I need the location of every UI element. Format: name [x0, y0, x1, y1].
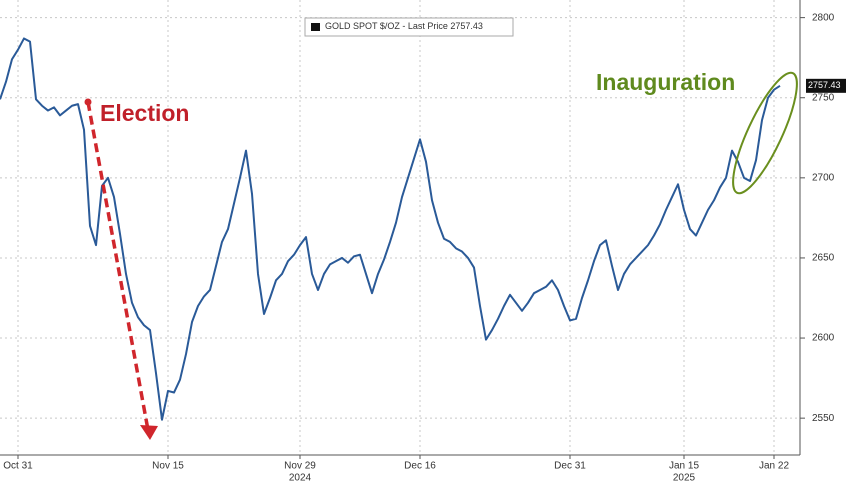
- legend-swatch: [311, 23, 320, 31]
- x-tick-label: Nov 29: [284, 461, 316, 472]
- inauguration-ellipse: [732, 71, 798, 195]
- annotation: Election: [100, 100, 189, 126]
- x-tick-label: Jan 22: [759, 461, 789, 472]
- x-year-label: 2024: [289, 473, 312, 483]
- x-tick-label: Jan 15: [669, 461, 699, 472]
- legend-name: GOLD SPOT $/OZ: [325, 21, 400, 31]
- y-tick-label: 2750: [812, 92, 835, 103]
- x-tick-label: Dec 16: [404, 461, 436, 472]
- legend-text: GOLD SPOT $/OZ - Last Price 2757.43: [325, 21, 483, 31]
- y-tick-label: 2600: [812, 333, 835, 344]
- legend-price: 2757.43: [450, 21, 483, 31]
- y-tick-label: 2650: [812, 253, 835, 264]
- x-tick-label: Dec 31: [554, 461, 586, 472]
- legend: GOLD SPOT $/OZ - Last Price 2757.43: [304, 17, 514, 37]
- price-line: [0, 37, 781, 421]
- x-tick-label: Nov 15: [152, 461, 184, 472]
- legend-suffix: - Last Price: [402, 21, 448, 31]
- x-year-label: 2025: [673, 473, 696, 483]
- last-price-box: [806, 78, 846, 93]
- y-tick-label: 2800: [812, 12, 835, 23]
- y-tick-label: 2550: [812, 413, 835, 424]
- x-tick-label: Oct 31: [3, 461, 33, 472]
- arrow-head: [140, 425, 158, 440]
- arrow-tail: [84, 98, 92, 106]
- legend-box: [304, 17, 514, 37]
- last-price-label: 2757.43: [808, 80, 841, 90]
- annotation: Inauguration: [596, 69, 735, 95]
- y-tick-label: 2700: [812, 172, 835, 183]
